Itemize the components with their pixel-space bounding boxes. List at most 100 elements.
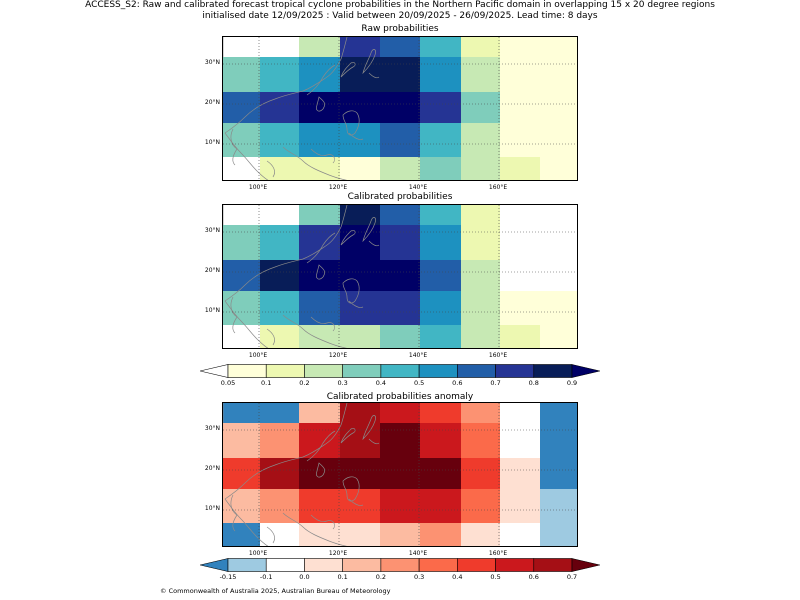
colorbar-segment [342, 558, 382, 572]
colorbar-tick-label: -0.15 [219, 573, 237, 581]
colorbar-tick-label: 0.4 [452, 573, 463, 581]
probability-cell [340, 458, 381, 490]
lon-label: 140°E [408, 550, 428, 557]
probability-cell [380, 458, 421, 490]
probability-cell [223, 403, 261, 424]
colorbar-segment [418, 364, 458, 378]
colorbar-tick-label: 0.2 [299, 379, 310, 387]
probability-cell [500, 225, 541, 261]
colorbar-tick-label: 0.8 [528, 379, 539, 387]
probability-cell [340, 57, 381, 93]
colorbar-tick-label: 0.2 [375, 573, 387, 581]
probability-cell [340, 157, 381, 180]
probability-cell [500, 92, 541, 124]
probability-cell [500, 205, 541, 226]
colorbar-tick-label: 0.0 [299, 573, 310, 581]
figure-title: ACCESS_S2: Raw and calibrated forecast t… [0, 0, 800, 22]
colorbar-segment [342, 364, 382, 378]
probability-cell [500, 523, 541, 546]
probability-cell [540, 403, 577, 424]
probability-cell [420, 37, 462, 58]
figure-title-line2: initialised date 12/09/2025 : Valid betw… [202, 11, 598, 21]
lon-label: 140°E [408, 352, 428, 359]
coastline [223, 205, 380, 348]
panel-title-anomaly: Calibrated probabilities anomaly [326, 392, 474, 402]
probability-cell [299, 458, 341, 490]
probability-cell [461, 325, 501, 348]
probability-cell [260, 57, 300, 93]
probability-cell [299, 260, 341, 292]
colorbar-tick-label: 0.5 [413, 379, 425, 387]
probability-cell [500, 291, 541, 326]
panel-title-raw: Raw probabilities [361, 24, 439, 34]
probability-cell [260, 157, 300, 180]
probability-cell [540, 325, 577, 348]
colorbar-segment [457, 558, 496, 572]
probability-cell [500, 403, 541, 424]
probability-cell [540, 92, 577, 124]
lat-label: 10°N [204, 139, 220, 146]
colorbar-tick-label: -0.1 [259, 573, 273, 581]
lat-label: 10°N [204, 505, 220, 512]
colorbar-tick-label: 0.05 [220, 379, 236, 387]
lon-label: 160°E [488, 352, 508, 359]
probability-cell [420, 489, 462, 524]
colorbar-segment [533, 364, 573, 378]
probability-cell [340, 260, 381, 292]
probability-cell [461, 291, 501, 326]
probability-cell [223, 325, 261, 348]
probability-cell [260, 291, 300, 326]
probability-cell [380, 291, 421, 326]
probability-cell [340, 523, 381, 546]
lat-label: 20°N [204, 99, 220, 106]
probability-cell [500, 37, 541, 58]
probability-cell [299, 489, 341, 524]
map-grid [223, 37, 577, 180]
probability-cell [380, 57, 421, 93]
map-panel-calibrated [222, 204, 578, 349]
probability-cell [223, 123, 261, 158]
graticule [223, 205, 577, 348]
probability-cell [223, 260, 261, 292]
probability-cell [260, 523, 300, 546]
probability-cell [340, 489, 381, 524]
probability-cell [380, 423, 421, 459]
probability-cell [420, 403, 462, 424]
probability-cell [223, 225, 261, 261]
colorbar-svg [199, 558, 601, 572]
probability-cell [540, 123, 577, 158]
colorbar-tick-label: 0.9 [566, 379, 578, 387]
colorbar-probabilities [199, 363, 601, 378]
panel-title-calibrated: Calibrated probabilities [347, 192, 453, 202]
probability-cell [420, 225, 462, 261]
probability-cell [380, 225, 421, 261]
map-grid [223, 205, 577, 348]
probability-cell [299, 325, 341, 348]
probability-cell [299, 37, 341, 58]
lat-label: 30°N [204, 227, 220, 234]
probability-cell [299, 57, 341, 93]
graticule [223, 37, 577, 180]
probability-cell [500, 325, 541, 348]
lon-label: 100°E [248, 184, 268, 191]
colorbar-tick-label: 0.4 [375, 379, 387, 387]
lat-label: 20°N [204, 465, 220, 472]
probability-cell [420, 458, 462, 490]
probability-cell [340, 123, 381, 158]
probability-cell [340, 205, 381, 226]
probability-cell [299, 205, 341, 226]
probability-cell [340, 92, 381, 124]
lon-label: 140°E [408, 184, 428, 191]
probability-cell [540, 458, 577, 490]
lon-label: 120°E [328, 352, 348, 359]
probability-cell [500, 157, 541, 180]
colorbar-tick-label: 0.3 [337, 379, 348, 387]
lat-label: 30°N [204, 59, 220, 66]
probability-cell [420, 205, 462, 226]
probability-cell [299, 403, 341, 424]
colorbar-segment [380, 558, 420, 572]
coastline [223, 37, 380, 180]
probability-cell [461, 403, 501, 424]
lon-label: 100°E [248, 352, 268, 359]
probability-cell [223, 157, 261, 180]
